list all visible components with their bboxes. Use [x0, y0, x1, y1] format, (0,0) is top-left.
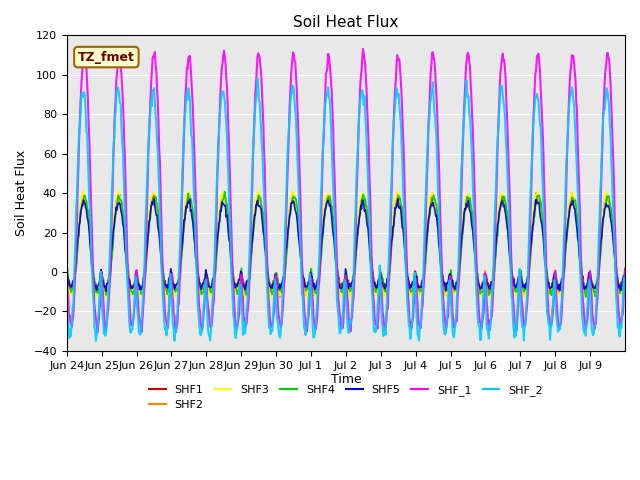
Title: Soil Heat Flux: Soil Heat Flux	[293, 15, 399, 30]
X-axis label: Time: Time	[330, 373, 361, 386]
Legend: SHF1, SHF2, SHF3, SHF4, SHF5, SHF_1, SHF_2: SHF1, SHF2, SHF3, SHF4, SHF5, SHF_1, SHF…	[145, 380, 547, 415]
Y-axis label: Soil Heat Flux: Soil Heat Flux	[15, 150, 28, 236]
Text: TZ_fmet: TZ_fmet	[78, 50, 135, 63]
